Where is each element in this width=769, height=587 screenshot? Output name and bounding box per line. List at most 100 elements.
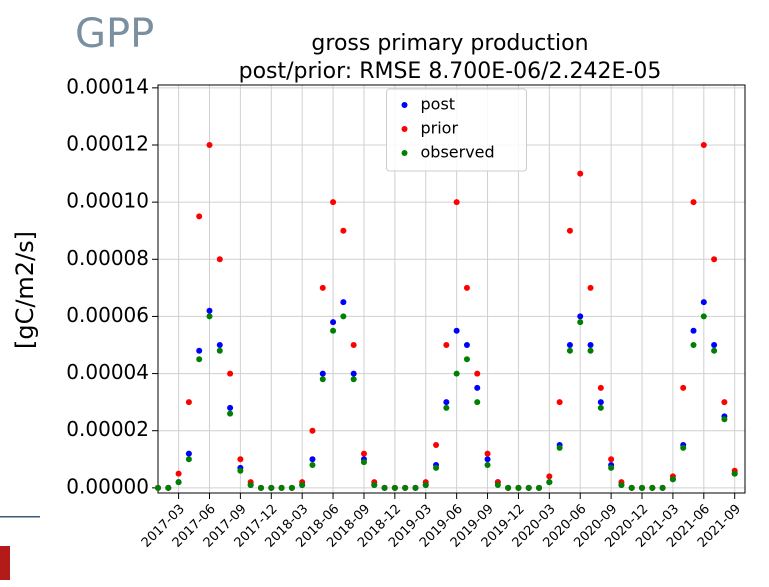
chart-subtitle: post/prior: RMSE 8.700E-06/2.242E-05 [239, 59, 662, 84]
point [453, 199, 460, 206]
point [546, 473, 553, 480]
point [350, 376, 357, 383]
point [443, 342, 450, 348]
point [443, 404, 450, 411]
point [463, 356, 470, 363]
point [309, 456, 316, 463]
y-axis-label: [gC/m2/s] [11, 231, 39, 349]
point [505, 484, 512, 491]
point [566, 227, 573, 234]
point [175, 470, 182, 477]
legend-marker [401, 150, 408, 156]
legend-marker [401, 126, 408, 132]
point [484, 450, 491, 457]
point [443, 399, 450, 406]
point [309, 427, 316, 434]
point [463, 342, 470, 348]
point [536, 484, 543, 491]
point [360, 450, 367, 457]
point [474, 384, 481, 391]
point [566, 347, 573, 354]
point [577, 170, 584, 177]
point [319, 376, 326, 383]
point [690, 327, 697, 334]
point [216, 342, 223, 348]
point [608, 456, 615, 463]
point [340, 313, 347, 320]
point [690, 199, 697, 206]
point [278, 484, 285, 491]
point [721, 399, 728, 406]
legend-label: observed [421, 143, 495, 162]
point [484, 456, 491, 463]
point [453, 370, 460, 377]
point [402, 484, 409, 491]
point [288, 484, 295, 491]
point [268, 484, 275, 491]
point [587, 342, 594, 348]
point [391, 484, 398, 491]
point [515, 484, 522, 491]
point [330, 199, 337, 206]
legend-marker [401, 102, 408, 108]
point [433, 442, 440, 448]
point [309, 462, 316, 468]
point [669, 476, 676, 483]
point [566, 342, 573, 348]
point [711, 256, 718, 263]
point [360, 459, 367, 466]
point [371, 482, 378, 488]
y-tick-label: 0.00012 [66, 132, 149, 156]
point [463, 284, 470, 291]
point [237, 467, 244, 474]
point [196, 213, 203, 220]
plot-frame [157, 84, 746, 494]
point [257, 484, 264, 491]
point [556, 444, 563, 451]
logo-block [0, 546, 10, 580]
point [185, 450, 192, 457]
point [155, 484, 161, 491]
point [731, 470, 738, 477]
point [700, 313, 707, 320]
point [206, 313, 213, 320]
point [587, 347, 594, 354]
legend-box [386, 88, 527, 172]
point [319, 370, 326, 377]
point [690, 342, 697, 348]
point [381, 484, 388, 491]
point [453, 327, 460, 334]
point [227, 410, 234, 417]
point [577, 313, 584, 320]
point [474, 399, 481, 406]
y-tick-label: 0.00010 [66, 189, 149, 213]
point [484, 462, 491, 468]
legend-label: post [421, 95, 456, 114]
point [340, 227, 347, 234]
point [330, 327, 337, 334]
point [350, 342, 357, 348]
point [680, 384, 687, 391]
point [433, 464, 440, 471]
y-tick-label: 0.00000 [66, 474, 149, 498]
y-tick-label: 0.00006 [66, 303, 149, 327]
point [196, 347, 203, 354]
point [165, 484, 172, 491]
point [422, 482, 429, 488]
point [185, 399, 192, 406]
point [227, 404, 234, 411]
point [711, 347, 718, 354]
y-tick-label: 0.00004 [66, 360, 149, 384]
point [587, 284, 594, 291]
point [618, 482, 625, 488]
point [227, 370, 234, 377]
y-tick-label: 0.00002 [66, 417, 149, 441]
point [608, 464, 615, 471]
point [206, 307, 213, 314]
legend-label: prior [421, 119, 459, 138]
point [216, 347, 223, 354]
point [556, 399, 563, 406]
point [546, 479, 553, 486]
point [659, 484, 666, 491]
